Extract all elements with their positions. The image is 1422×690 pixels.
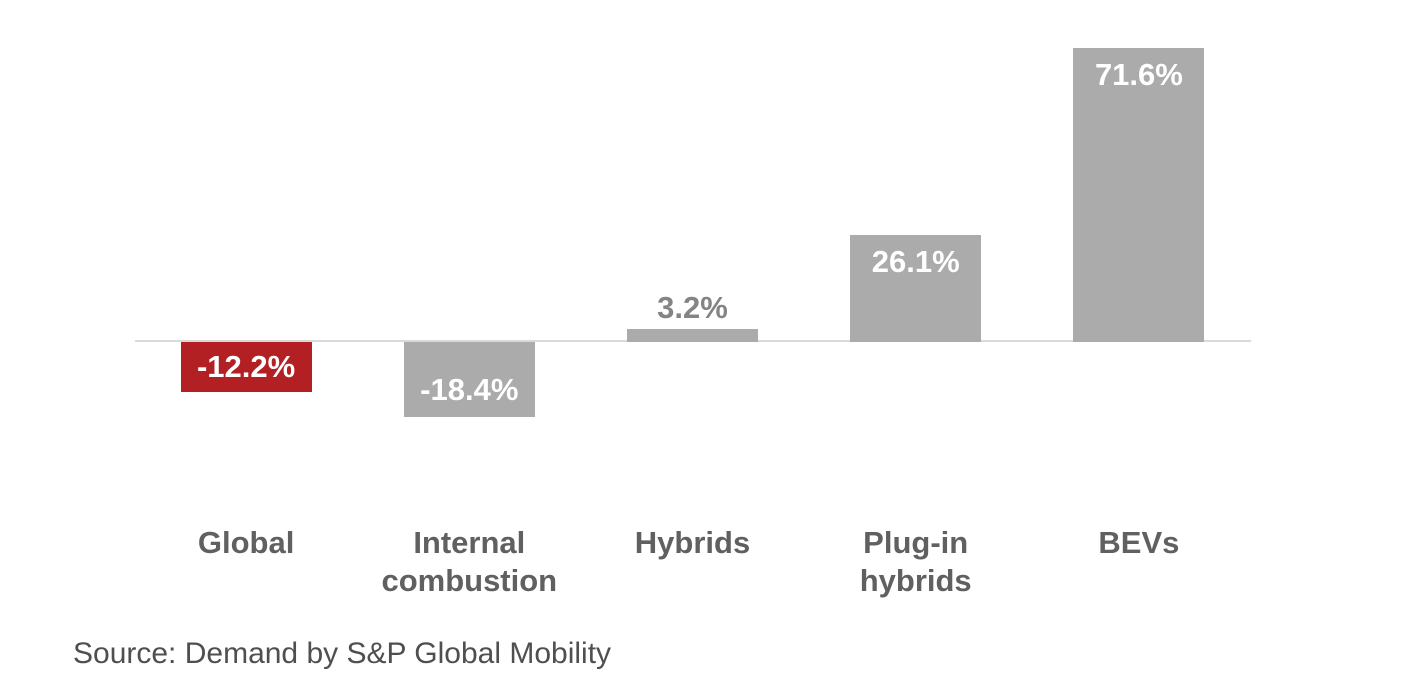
bar-bevs: 71.6%: [1073, 48, 1205, 342]
bar-value-label-hybrids: 3.2%: [657, 289, 728, 325]
bar-hybrids: [627, 328, 758, 342]
bar-value-label-global: -12.2%: [196, 349, 296, 384]
bar-internal-combustion: -18.4%: [403, 342, 535, 418]
source-caption: Source: Demand by S&P Global Mobility: [73, 637, 612, 670]
bar-global: -12.2%: [180, 342, 312, 393]
bar-value-label-internal-combustion: -18.4%: [420, 372, 519, 408]
category-label-internal-combustion: Internal combustion: [381, 525, 558, 598]
bar-value-label-bevs: 71.6%: [1094, 57, 1183, 93]
category-label-plug-in-hybrids: Plug-in hybrids: [859, 525, 972, 598]
category-label-hybrids: Hybrids: [634, 525, 751, 560]
category-label-global: Global: [197, 525, 295, 560]
category-label-bevs: BEVs: [1098, 525, 1180, 560]
bar-plug-in-hybrids: 26.1%: [850, 234, 982, 342]
bar-value-label-plug-in-hybrids: 26.1%: [871, 243, 960, 279]
